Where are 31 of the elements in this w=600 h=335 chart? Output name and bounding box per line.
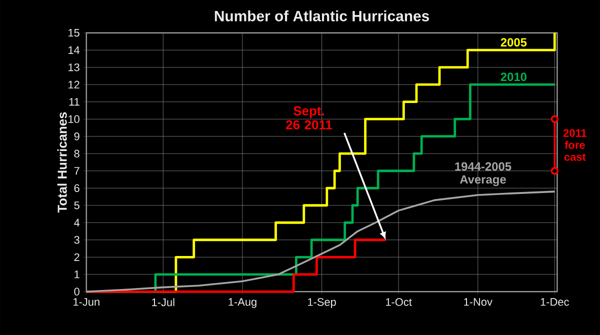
y-tick-label: 2 bbox=[74, 253, 80, 261]
y-tick-label: 1 bbox=[74, 270, 80, 278]
annotation: Sept. 26 2011 bbox=[286, 106, 332, 130]
y-tick-label: 0 bbox=[74, 288, 80, 296]
x-tick-label: 1-Jun bbox=[74, 298, 100, 306]
y-tick-label: 8 bbox=[74, 150, 80, 158]
y-axis-title: Total Hurricanes bbox=[57, 112, 67, 212]
series-label: 2005 bbox=[500, 38, 527, 46]
series-label: 2010 bbox=[500, 72, 526, 81]
y-tick-label: 3 bbox=[74, 236, 80, 244]
x-tick-label: 1-Jul bbox=[152, 298, 174, 306]
y-tick-label: 5 bbox=[74, 201, 80, 209]
y-tick-label: 7 bbox=[74, 166, 80, 174]
y-tick-label: 4 bbox=[74, 218, 80, 226]
y-tick-label: 9 bbox=[74, 132, 80, 140]
x-tick-label: 1-Aug bbox=[228, 298, 256, 308]
series-label: 2011 fore cast bbox=[563, 128, 586, 161]
y-tick-label: 15 bbox=[68, 28, 80, 36]
y-tick-label: 13 bbox=[68, 63, 80, 72]
y-tick-label: 14 bbox=[68, 46, 80, 54]
y-tick-label: 10 bbox=[68, 115, 80, 123]
line-series bbox=[85, 190, 556, 292]
x-tick-label: 1-Oct bbox=[386, 298, 412, 306]
y-tick-label: 6 bbox=[74, 184, 80, 192]
x-tick-label: 1-Sep bbox=[308, 298, 336, 308]
x-tick-label: 1-Dec bbox=[540, 298, 569, 306]
y-tick-label: 11 bbox=[69, 98, 80, 106]
chart-title: Number of Atlantic Hurricanes bbox=[214, 10, 429, 22]
x-tick-label: 1-Nov bbox=[464, 298, 492, 306]
y-tick-label: 12 bbox=[68, 80, 80, 88]
series-label: 1944-2005 Average bbox=[455, 162, 512, 186]
